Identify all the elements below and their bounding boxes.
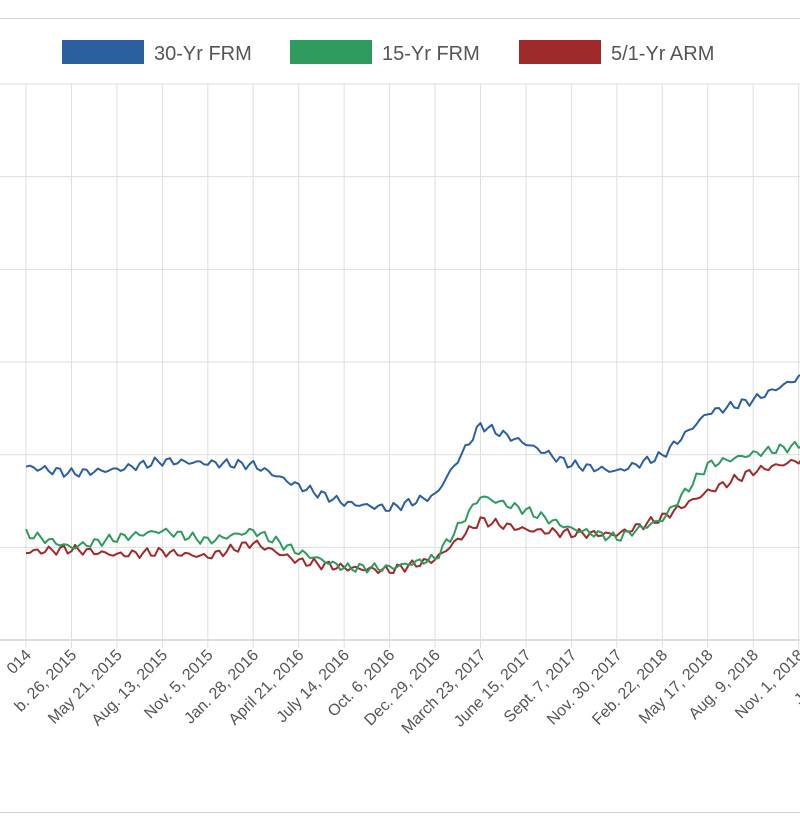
- data-point[interactable]: [250, 462, 256, 468]
- data-point[interactable]: [478, 517, 484, 523]
- data-point[interactable]: [23, 530, 29, 536]
- data-point[interactable]: [205, 538, 211, 544]
- data-point[interactable]: [114, 552, 120, 558]
- data-point[interactable]: [659, 453, 665, 459]
- data-point[interactable]: [523, 527, 529, 533]
- data-point[interactable]: [523, 507, 529, 513]
- data-point[interactable]: [387, 505, 393, 511]
- data-point[interactable]: [341, 565, 347, 571]
- legend-swatch-51yr-arm[interactable]: [519, 40, 601, 64]
- data-point[interactable]: [250, 540, 256, 546]
- data-point[interactable]: [705, 410, 711, 416]
- data-point[interactable]: [614, 468, 620, 474]
- data-point[interactable]: [23, 549, 29, 555]
- data-point[interactable]: [114, 535, 120, 541]
- data-point[interactable]: [432, 555, 438, 561]
- data-point[interactable]: [705, 489, 711, 495]
- data-point[interactable]: [23, 464, 29, 470]
- data-point[interactable]: [478, 422, 484, 428]
- data-point[interactable]: [614, 535, 620, 541]
- data-point[interactable]: [659, 517, 665, 523]
- data-point[interactable]: [750, 468, 756, 474]
- series-line-5-1-yr-arm[interactable]: [25, 446, 800, 575]
- data-point[interactable]: [296, 558, 302, 564]
- data-point[interactable]: [159, 528, 165, 534]
- data-point[interactable]: [296, 483, 302, 489]
- legend-label-15yr-frm[interactable]: 15-Yr FRM: [382, 43, 480, 65]
- data-point[interactable]: [341, 500, 347, 506]
- data-point[interactable]: [432, 492, 438, 498]
- series-line-15-yr-frm[interactable]: [25, 416, 800, 574]
- data-point[interactable]: [250, 528, 256, 534]
- legend-swatch-30yr-frm[interactable]: [62, 40, 144, 64]
- data-point[interactable]: [568, 462, 574, 468]
- data-point[interactable]: [68, 544, 74, 550]
- data-point[interactable]: [159, 549, 165, 555]
- data-point[interactable]: [114, 466, 120, 472]
- legend-swatch-15yr-frm[interactable]: [290, 40, 372, 64]
- chart-bottom-border: [0, 812, 800, 813]
- grid: [0, 83, 800, 648]
- data-point[interactable]: [478, 493, 484, 499]
- x-tick-label: 014: [4, 647, 35, 678]
- data-point[interactable]: [568, 526, 574, 532]
- data-point[interactable]: [296, 549, 302, 555]
- x-tick-label: March 23, 2017: [399, 647, 490, 738]
- legend-label-30yr-frm[interactable]: 30-Yr FRM: [154, 43, 252, 65]
- data-point[interactable]: [387, 565, 393, 571]
- data-point[interactable]: [750, 451, 756, 457]
- data-point[interactable]: [750, 397, 756, 403]
- data-point[interactable]: [705, 462, 711, 468]
- chart-top-border: [0, 18, 800, 19]
- data-point[interactable]: [523, 441, 529, 447]
- data-point[interactable]: [68, 470, 74, 476]
- legend: 30-Yr FRM 15-Yr FRM 5/1-Yr ARM: [62, 40, 714, 65]
- data-point[interactable]: [205, 554, 211, 560]
- legend-label-51yr-arm[interactable]: 5/1-Yr ARM: [611, 43, 714, 65]
- data-point[interactable]: [159, 458, 165, 464]
- series-line-30-yr-frm[interactable]: [25, 361, 800, 512]
- data-point[interactable]: [205, 460, 211, 466]
- series-lines: [23, 361, 800, 575]
